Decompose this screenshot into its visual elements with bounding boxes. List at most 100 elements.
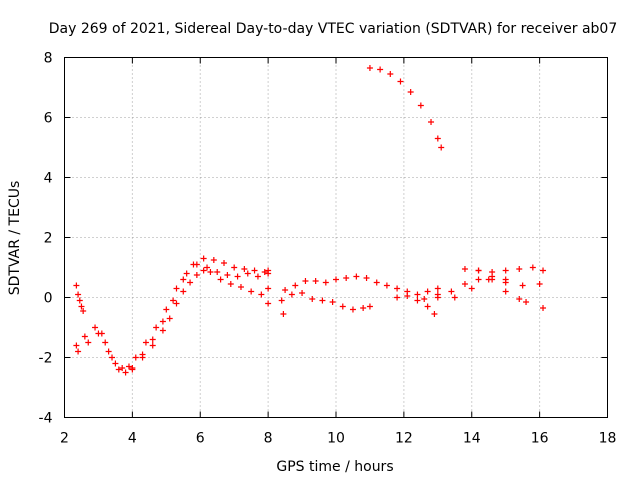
x-tick-label: 18 bbox=[599, 431, 617, 447]
data-point bbox=[200, 267, 207, 274]
data-point bbox=[424, 303, 431, 310]
data-point bbox=[438, 144, 445, 151]
data-point bbox=[78, 303, 85, 310]
data-point bbox=[288, 291, 295, 298]
data-point bbox=[224, 272, 231, 278]
y-tick-label: -2 bbox=[39, 351, 53, 367]
data-point bbox=[434, 294, 441, 301]
data-point bbox=[265, 267, 272, 274]
data-point bbox=[329, 299, 336, 305]
data-point bbox=[448, 288, 455, 295]
y-tick-label: 8 bbox=[44, 51, 53, 67]
data-point bbox=[115, 366, 122, 373]
data-point bbox=[183, 270, 190, 277]
data-point bbox=[254, 273, 261, 280]
data-point bbox=[339, 303, 346, 310]
axis-ticks: 2 4 6 8 10 12 14 16 18 -4 -2 0 2 4 6 8 bbox=[39, 51, 617, 447]
data-point bbox=[397, 78, 404, 85]
data-point bbox=[207, 269, 214, 275]
data-point bbox=[292, 282, 299, 289]
data-point bbox=[241, 266, 248, 272]
data-point bbox=[312, 278, 319, 284]
data-point bbox=[75, 291, 82, 298]
data-point bbox=[373, 279, 380, 286]
series-dense-start-a bbox=[73, 261, 272, 371]
data-point bbox=[248, 288, 255, 295]
data-point bbox=[163, 306, 170, 313]
data-point bbox=[434, 135, 441, 142]
data-point bbox=[170, 297, 177, 304]
data-point bbox=[280, 311, 287, 317]
data-point bbox=[76, 297, 83, 304]
data-point bbox=[149, 342, 156, 349]
data-point bbox=[404, 293, 411, 299]
data-point bbox=[516, 266, 523, 272]
data-point bbox=[102, 339, 109, 346]
data-point bbox=[383, 282, 390, 289]
data-point bbox=[343, 275, 350, 281]
data-point bbox=[112, 360, 119, 367]
data-point bbox=[387, 71, 394, 77]
series-late-fragment bbox=[394, 293, 438, 317]
x-tick-label: 14 bbox=[463, 431, 481, 447]
data-point bbox=[421, 296, 428, 302]
data-point bbox=[309, 296, 316, 302]
data-point bbox=[322, 279, 329, 286]
data-point bbox=[105, 348, 112, 355]
data-point bbox=[461, 266, 468, 272]
data-point bbox=[80, 308, 87, 314]
data-point bbox=[109, 354, 116, 361]
data-point bbox=[173, 300, 180, 307]
data-point bbox=[475, 267, 482, 274]
data-point bbox=[193, 272, 200, 278]
data-point bbox=[132, 354, 139, 361]
data-point bbox=[125, 363, 132, 370]
chart-title: Day 269 of 2021, Sidereal Day-to-day VTE… bbox=[49, 21, 618, 37]
y-tick-label: -4 bbox=[39, 411, 53, 427]
data-point bbox=[251, 267, 258, 274]
data-point bbox=[489, 273, 496, 280]
data-point bbox=[502, 267, 509, 274]
x-tick-label: 12 bbox=[395, 431, 413, 447]
data-point bbox=[353, 273, 360, 280]
data-point bbox=[516, 296, 523, 302]
data-point bbox=[319, 297, 326, 304]
data-point bbox=[204, 264, 211, 271]
x-tick-label: 16 bbox=[531, 431, 549, 447]
series-mid-lower bbox=[278, 290, 373, 313]
data-point bbox=[523, 299, 530, 305]
x-axis-label: GPS time / hours bbox=[276, 459, 393, 475]
data-point bbox=[529, 264, 536, 271]
data-point bbox=[265, 285, 272, 292]
series-late-rising bbox=[421, 273, 509, 302]
series-late-falling bbox=[475, 267, 530, 305]
data-point bbox=[85, 339, 92, 346]
data-point bbox=[414, 291, 421, 298]
data-point bbox=[468, 285, 475, 292]
data-point bbox=[333, 276, 339, 283]
x-tick-label: 8 bbox=[264, 431, 273, 447]
data-point bbox=[360, 305, 367, 311]
data-point bbox=[166, 315, 173, 322]
data-point bbox=[73, 342, 80, 349]
data-point bbox=[261, 269, 268, 275]
data-point bbox=[234, 273, 241, 280]
data-point bbox=[475, 276, 482, 283]
data-point bbox=[451, 294, 458, 301]
data-point bbox=[434, 285, 441, 292]
y-tick-label: 4 bbox=[44, 171, 53, 187]
data-point bbox=[75, 348, 82, 355]
data-point bbox=[265, 300, 272, 307]
data-point bbox=[81, 333, 88, 340]
data-point bbox=[502, 276, 509, 283]
data-point bbox=[227, 281, 234, 287]
data-points bbox=[73, 65, 547, 376]
data-point bbox=[394, 294, 401, 301]
data-point bbox=[349, 306, 356, 313]
data-point bbox=[258, 291, 265, 298]
data-point bbox=[299, 290, 306, 296]
data-point bbox=[149, 336, 156, 343]
data-point bbox=[519, 282, 526, 289]
data-point bbox=[73, 282, 80, 289]
